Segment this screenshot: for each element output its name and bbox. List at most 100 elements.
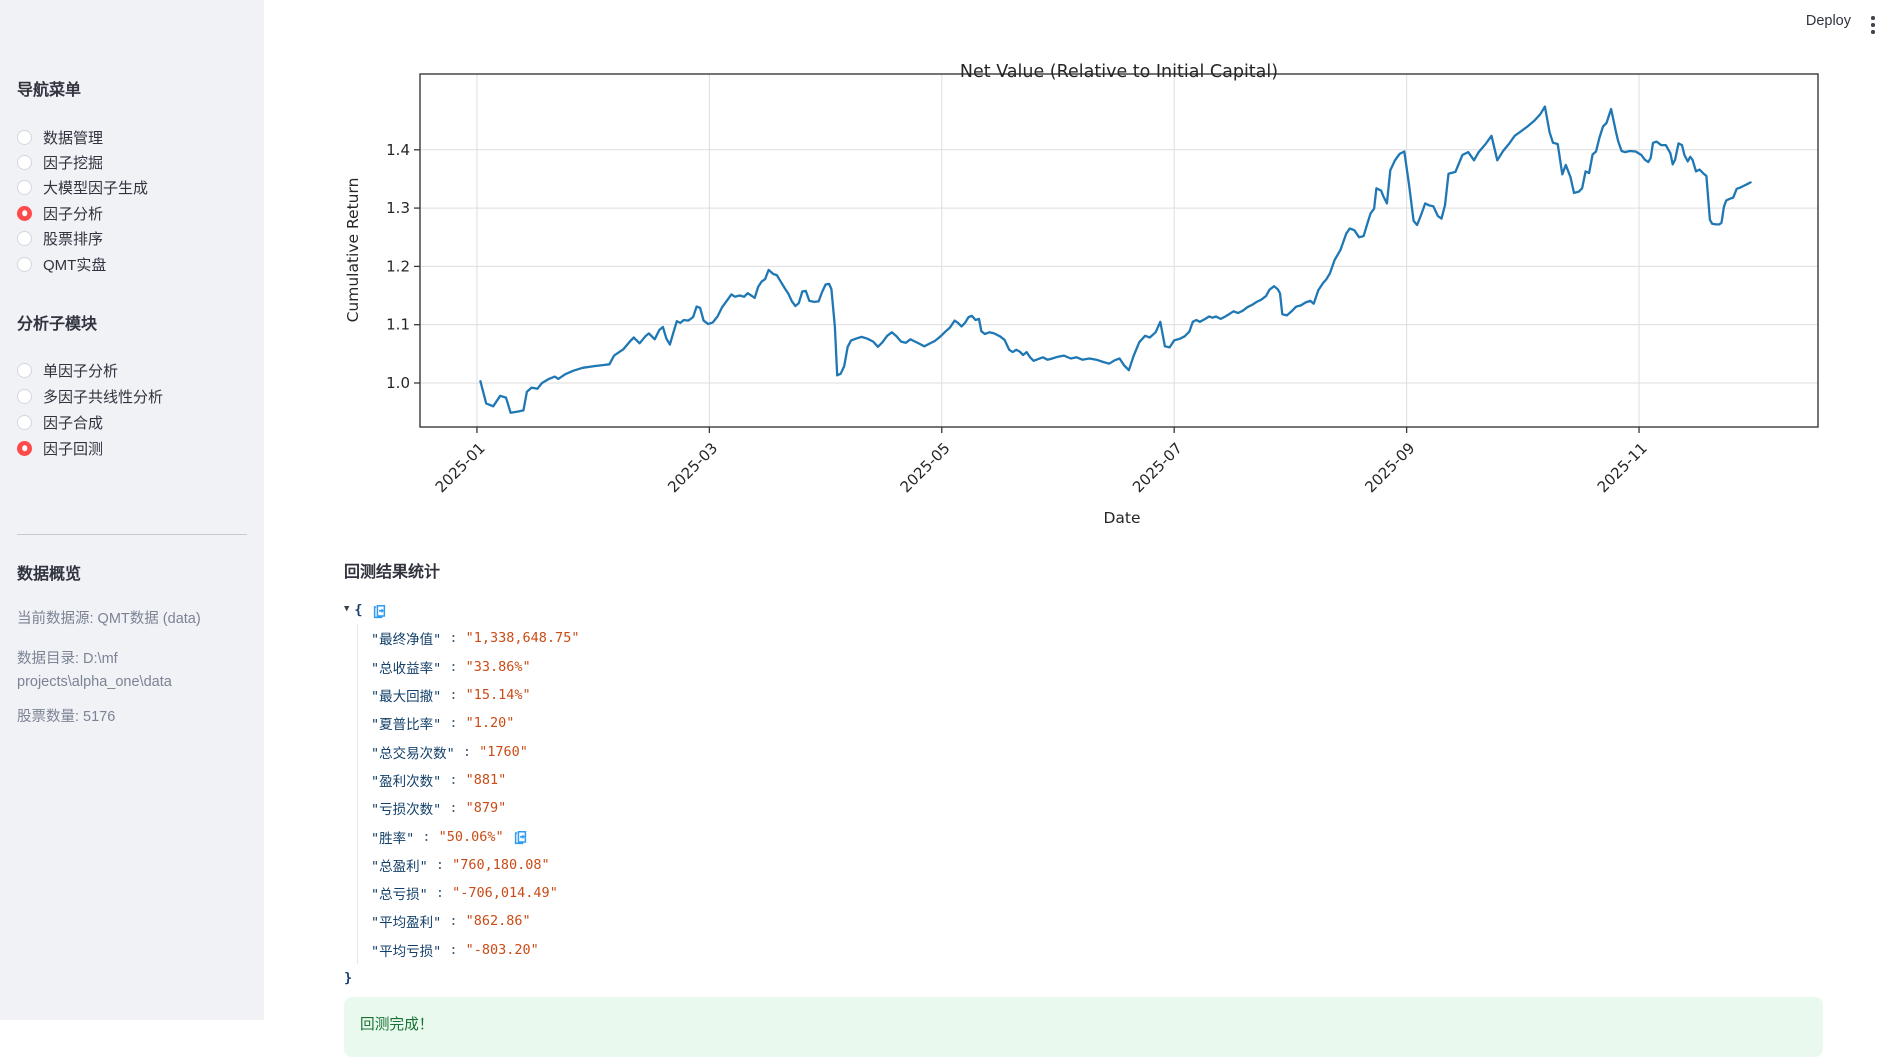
json-key: "夏普比率" bbox=[371, 717, 442, 734]
json-row: "亏损次数" : "879" bbox=[371, 794, 579, 822]
json-separator: : bbox=[441, 913, 466, 930]
nav-option-5[interactable]: QMT实盘 bbox=[17, 252, 106, 276]
json-separator: : bbox=[427, 856, 453, 873]
json-key: "最终净值" bbox=[371, 632, 442, 649]
json-value: "15.14%" bbox=[465, 687, 531, 704]
json-key: "总收益率" bbox=[371, 660, 442, 677]
sub-option-3[interactable]: 因子回测 bbox=[17, 436, 103, 460]
json-separator: : bbox=[414, 828, 439, 845]
x-tick-label: 2025-05 bbox=[897, 439, 954, 496]
json-value: "-706,014.49" bbox=[452, 885, 558, 902]
json-key: "最大回撤" bbox=[371, 689, 442, 706]
json-value: "879" bbox=[465, 800, 507, 817]
stock-count-text: 股票数量: 5176 bbox=[17, 709, 116, 725]
json-separator: : bbox=[441, 715, 466, 732]
json-row: "夏普比率" : "1.20" bbox=[371, 709, 579, 737]
nav-option-4[interactable]: 股票排序 bbox=[17, 227, 103, 251]
data-overview-title: 数据概览 bbox=[17, 566, 82, 583]
sidebar-divider bbox=[17, 534, 247, 535]
json-value: "-803.20" bbox=[465, 941, 539, 958]
json-row: "平均盈利" : "862.86" bbox=[371, 907, 579, 935]
radio-option-label: 因子回测 bbox=[43, 440, 104, 458]
x-tick-label: 2025-03 bbox=[664, 439, 721, 496]
close-brace: } bbox=[344, 970, 353, 986]
success-alert-text: 回测完成！ bbox=[360, 1017, 434, 1033]
radio-unselected-icon[interactable] bbox=[17, 414, 32, 430]
radio-unselected-icon[interactable] bbox=[17, 256, 32, 272]
nav-option-1[interactable]: 因子挖掘 bbox=[17, 150, 103, 174]
x-tick-label: 2025-01 bbox=[432, 439, 489, 496]
json-row: "最终净值" : "1,338,648.75" bbox=[371, 624, 579, 652]
json-row: "盈利次数" : "881" bbox=[371, 766, 579, 794]
nav-option-0[interactable]: 数据管理 bbox=[17, 125, 103, 149]
sidebar-submodule-title: 分析子模块 bbox=[17, 316, 98, 333]
json-key: "亏损次数" bbox=[371, 802, 442, 819]
deploy-button[interactable]: Deploy bbox=[1805, 13, 1851, 29]
kebab-menu-icon[interactable] bbox=[1859, 11, 1887, 39]
json-row: "总收益率" : "33.86%" bbox=[371, 653, 579, 681]
json-row: "总交易次数" : "1760" bbox=[371, 737, 579, 765]
radio-option-label: 大模型因子生成 bbox=[43, 180, 149, 198]
json-items: "最终净值" : "1,338,648.75" "总收益率" : "33.86%"… bbox=[357, 624, 579, 964]
radio-selected-icon[interactable] bbox=[17, 440, 32, 456]
radio-unselected-icon[interactable] bbox=[17, 362, 32, 378]
json-separator: : bbox=[441, 687, 466, 704]
radio-unselected-icon[interactable] bbox=[17, 388, 32, 404]
sidebar: 导航菜单 数据管理 因子挖掘 大模型因子生成 因子分析 股票排序 QMT实盘 分析子模块 … bbox=[0, 0, 264, 1020]
radio-option-label: 因子合成 bbox=[43, 414, 104, 432]
nav-option-3[interactable]: 因子分析 bbox=[17, 201, 103, 225]
json-value: "760,180.08" bbox=[452, 856, 550, 873]
json-key: "平均亏损" bbox=[371, 943, 442, 960]
json-separator: : bbox=[441, 658, 466, 675]
kebab-dot bbox=[1871, 29, 1875, 34]
json-row: "平均亏损" : "-803.20" bbox=[371, 936, 579, 964]
net-value-line bbox=[479, 105, 1752, 414]
copy-json-icon[interactable] bbox=[372, 604, 387, 619]
y-tick-label: 1.2 bbox=[386, 257, 410, 275]
json-value: "1,338,648.75" bbox=[465, 630, 580, 647]
json-stats-view: ▼ { "最终净值" : "1,338,648.75" "总收益率" : "33.… bbox=[344, 596, 579, 992]
json-row: "胜率" : "50.06%" bbox=[371, 822, 579, 850]
sidebar-nav-title: 导航菜单 bbox=[17, 82, 82, 99]
radio-option-label: 股票排序 bbox=[43, 231, 104, 249]
open-brace: { bbox=[354, 602, 363, 619]
json-separator: : bbox=[441, 771, 466, 788]
json-separator: : bbox=[441, 941, 466, 958]
json-value: "862.86" bbox=[465, 913, 531, 930]
radio-option-label: 单因子分析 bbox=[43, 362, 119, 380]
radio-option-label: 多因子共线性分析 bbox=[43, 388, 164, 406]
chart-title: Net Value (Relative to Initial Capital) bbox=[960, 62, 1278, 82]
radio-unselected-icon[interactable] bbox=[17, 231, 32, 247]
json-value: "881" bbox=[465, 771, 507, 788]
json-value: "50.06%" bbox=[438, 828, 504, 845]
json-open-line: ▼ { bbox=[344, 596, 579, 624]
json-row: "最大回撤" : "15.14%" bbox=[371, 681, 579, 709]
json-value: "1.20" bbox=[465, 715, 515, 732]
kebab-dot bbox=[1871, 16, 1875, 21]
json-value: "33.86%" bbox=[465, 658, 531, 675]
radio-option-label: 因子分析 bbox=[43, 205, 104, 223]
copy-value-icon[interactable] bbox=[513, 830, 528, 845]
radio-option-label: 因子挖掘 bbox=[43, 154, 104, 172]
x-tick-label: 2025-07 bbox=[1129, 439, 1186, 496]
collapse-triangle-icon[interactable]: ▼ bbox=[344, 604, 350, 615]
kebab-dot bbox=[1871, 23, 1875, 27]
radio-option-label: QMT实盘 bbox=[43, 256, 107, 274]
sub-option-1[interactable]: 多因子共线性分析 bbox=[17, 384, 163, 408]
radio-unselected-icon[interactable] bbox=[17, 180, 32, 196]
json-value: "1760" bbox=[479, 743, 528, 760]
y-tick-label: 1.1 bbox=[386, 316, 410, 334]
radio-unselected-icon[interactable] bbox=[17, 129, 32, 145]
radio-unselected-icon[interactable] bbox=[17, 154, 32, 170]
json-separator: : bbox=[454, 743, 480, 760]
sub-option-0[interactable]: 单因子分析 bbox=[17, 358, 118, 382]
json-row: "总盈利" : "760,180.08" bbox=[371, 851, 579, 879]
net-value-chart: 1.0 1.1 1.2 1.3 1.4 2025-01 2025-03 2025-05 2025… bbox=[344, 55, 1823, 535]
y-tick-label: 1.4 bbox=[386, 141, 410, 159]
x-tick-label: 2025-09 bbox=[1361, 439, 1418, 496]
x-tick-label: 2025-11 bbox=[1594, 439, 1651, 496]
radio-option-label: 数据管理 bbox=[43, 129, 104, 147]
sub-option-2[interactable]: 因子合成 bbox=[17, 410, 103, 434]
nav-option-2[interactable]: 大模型因子生成 bbox=[17, 176, 148, 200]
radio-selected-icon[interactable] bbox=[17, 205, 32, 221]
